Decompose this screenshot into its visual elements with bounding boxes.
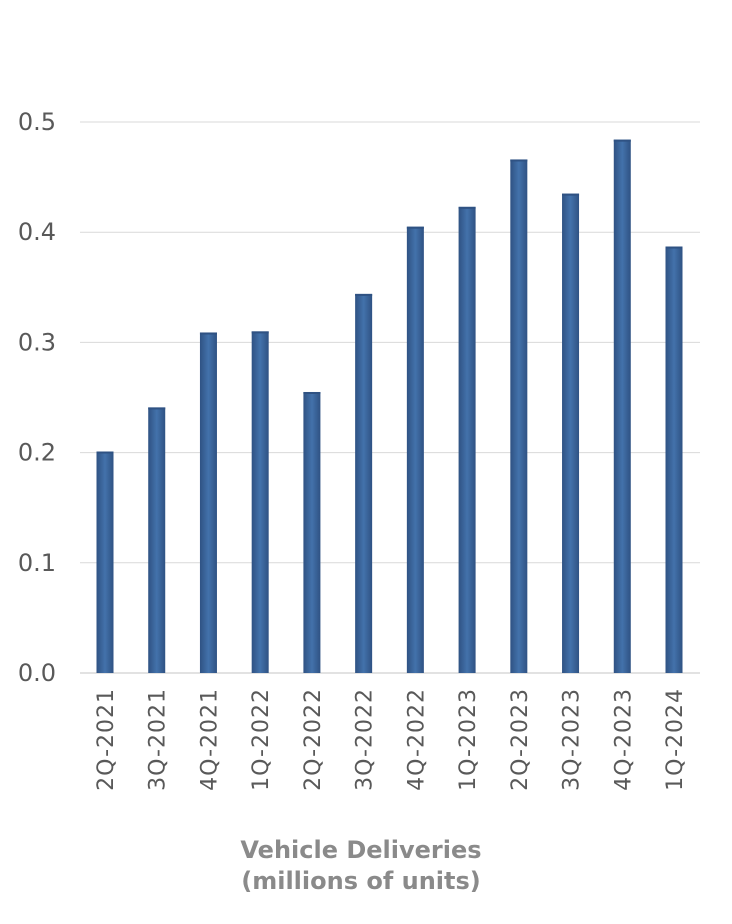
bar-top-edge <box>199 332 217 335</box>
bar-4Q-2023 <box>613 139 631 673</box>
y-tick-label: 0.0 <box>18 659 56 687</box>
bar-1Q-2023 <box>458 206 476 673</box>
x-tick-label: 3Q-2021 <box>146 688 171 791</box>
bar-top-edge <box>406 226 424 229</box>
bar-top-edge <box>96 451 114 454</box>
bar-2Q-2023 <box>510 159 528 673</box>
y-tick-label: 0.5 <box>18 108 56 136</box>
bar-top-edge <box>613 139 631 142</box>
x-tick-label: 4Q-2023 <box>611 688 636 791</box>
chart-subtitle: (millions of units) <box>241 867 481 895</box>
x-tick-label: 1Q-2024 <box>663 688 688 791</box>
bar-top-edge <box>665 246 683 249</box>
x-tick-label: 2Q-2022 <box>301 688 326 791</box>
x-tick-label: 4Q-2021 <box>197 688 222 791</box>
x-axis: 2Q-2021 3Q-2021 4Q-2021 1Q-2022 2Q-2022 3Q-20… <box>94 688 688 791</box>
bar-top-edge <box>251 331 269 334</box>
bar-2Q-2022 <box>303 391 321 673</box>
bar-3Q-2023 <box>562 193 580 673</box>
x-tick-label: 1Q-2023 <box>456 688 481 791</box>
bar-4Q-2022 <box>406 226 424 673</box>
bar-top-edge <box>148 407 166 410</box>
x-tick-label: 1Q-2022 <box>249 688 274 791</box>
bar-top-edge <box>458 206 476 209</box>
bar-1Q-2022 <box>251 331 269 673</box>
x-tick-label: 2Q-2023 <box>508 688 533 791</box>
gridlines <box>80 121 700 674</box>
bar-1Q-2024 <box>665 246 683 673</box>
bars <box>96 139 683 673</box>
bar-2Q-2021 <box>96 451 114 673</box>
chart-title: Vehicle Deliveries <box>240 836 482 864</box>
x-tick-label: 3Q-2023 <box>560 688 585 791</box>
y-tick-label: 0.3 <box>18 328 56 356</box>
bar-3Q-2022 <box>355 293 373 673</box>
x-tick-label: 4Q-2022 <box>404 688 429 791</box>
x-tick-label: 3Q-2022 <box>353 688 378 791</box>
y-tick-label: 0.2 <box>18 439 56 467</box>
y-tick-label: 0.4 <box>18 218 56 246</box>
bar-3Q-2021 <box>148 407 166 673</box>
bar-top-edge <box>303 391 321 394</box>
y-tick-label: 0.1 <box>18 549 56 577</box>
x-tick-label: 2Q-2021 <box>94 688 119 791</box>
bar-4Q-2021 <box>199 332 217 673</box>
y-axis: 0.0 0.1 0.2 0.3 0.4 0.5 <box>18 108 56 687</box>
bar-top-edge <box>355 293 373 296</box>
bar-top-edge <box>510 159 528 162</box>
bar-top-edge <box>562 193 580 196</box>
